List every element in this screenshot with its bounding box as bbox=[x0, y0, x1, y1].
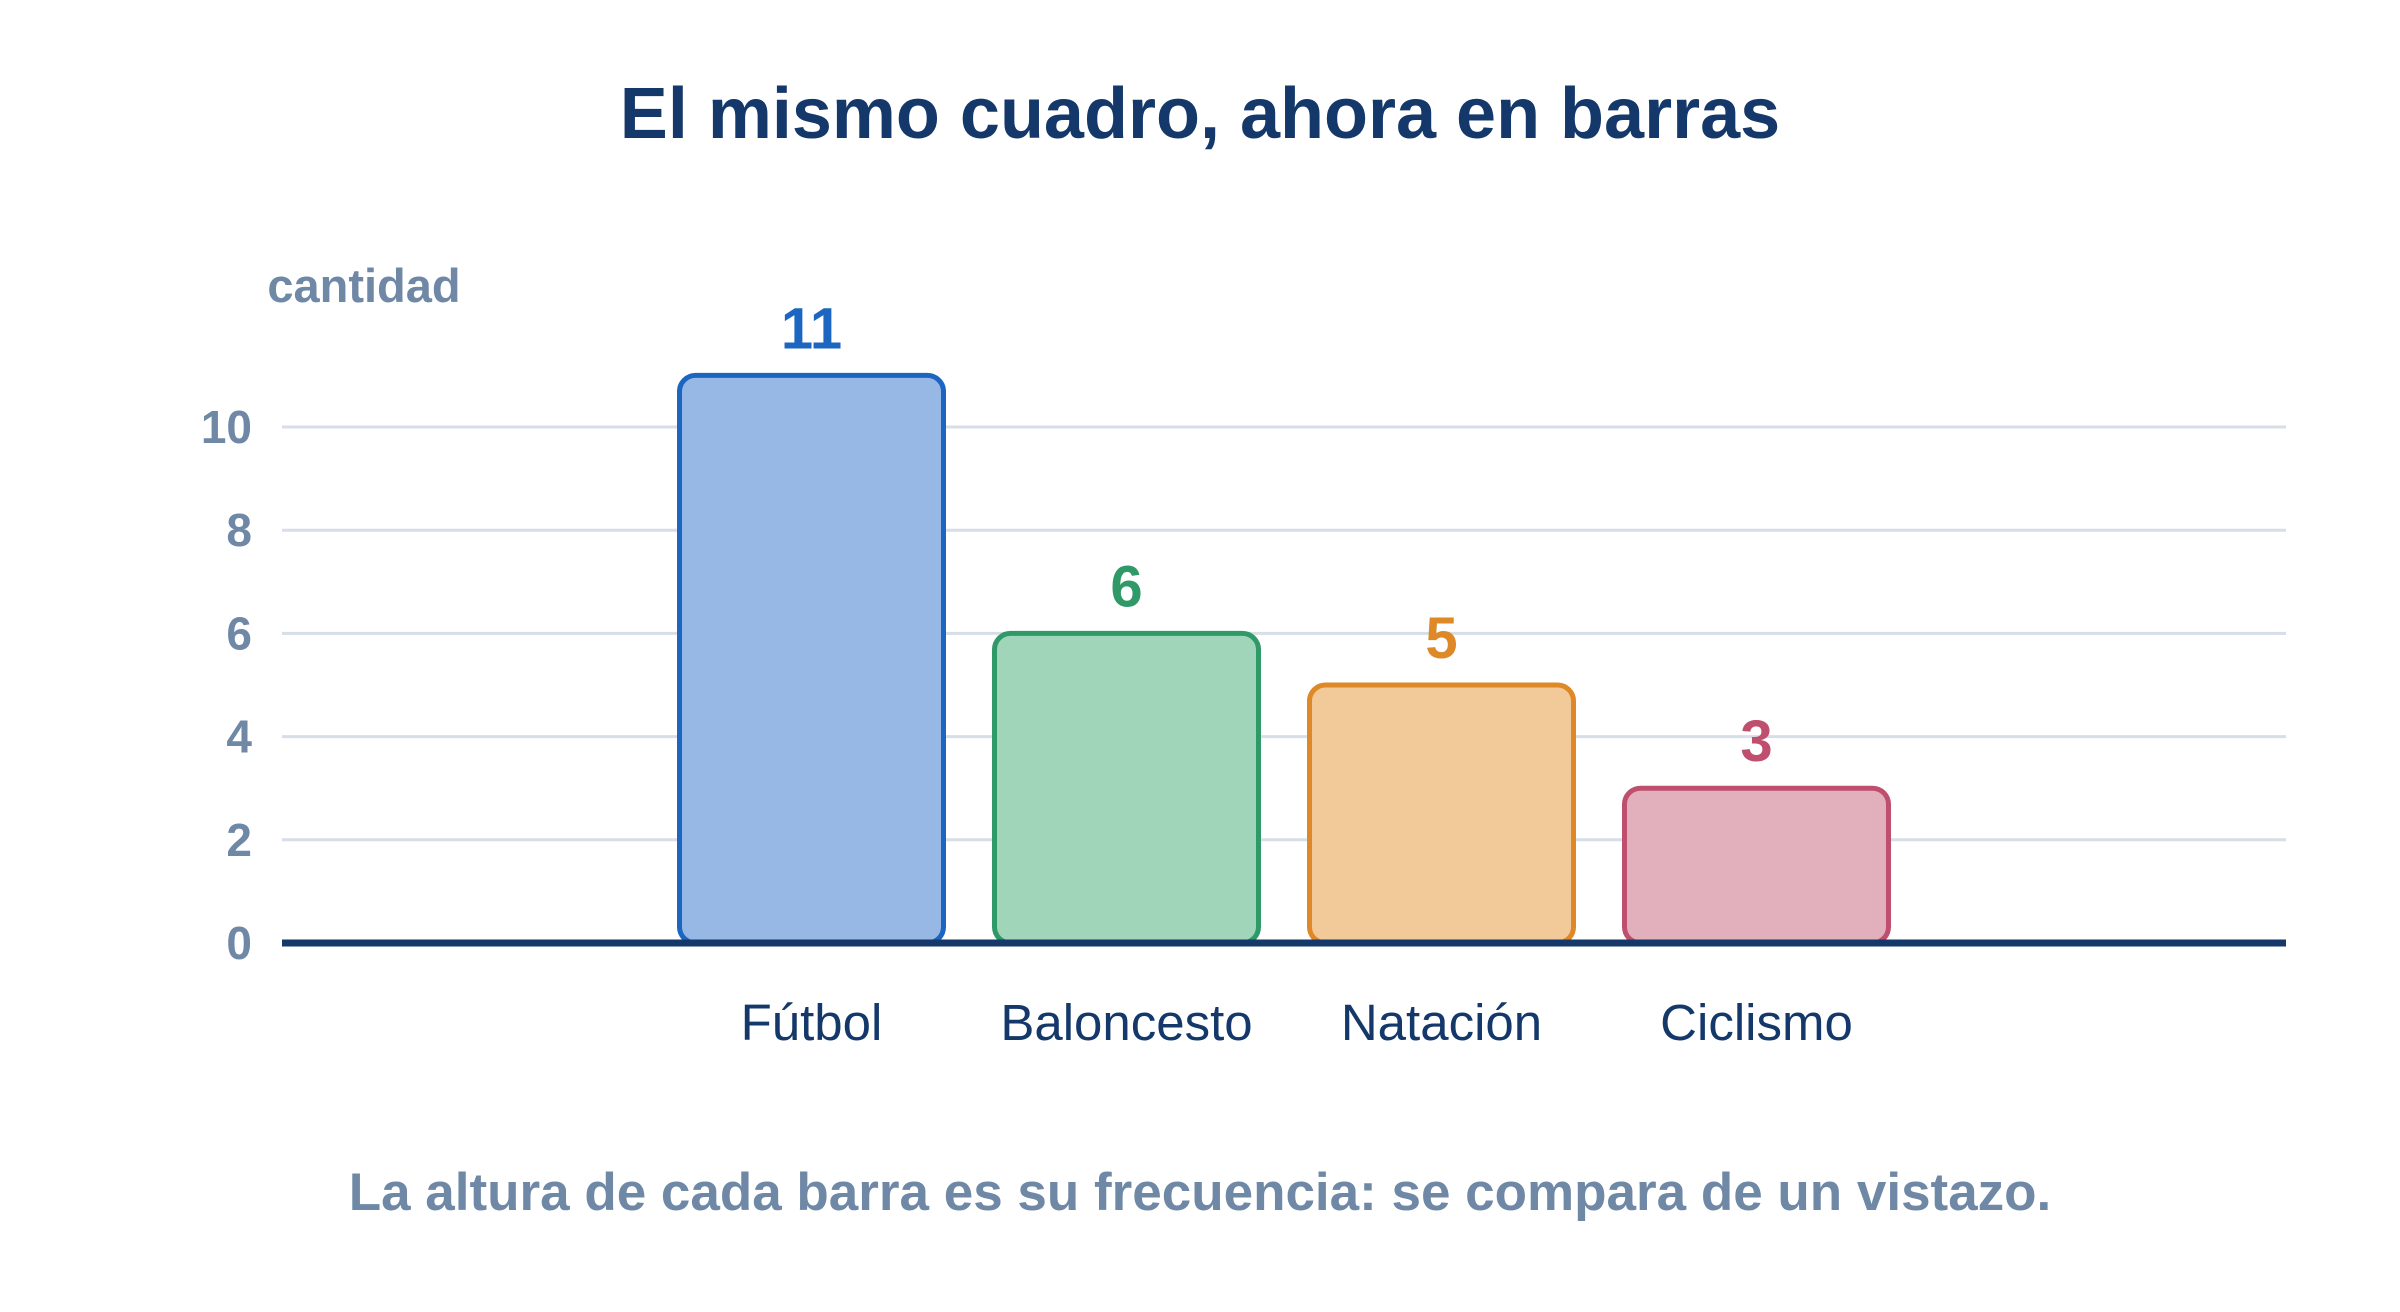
gridlines bbox=[282, 425, 2286, 842]
data-label: 6 bbox=[1110, 554, 1142, 619]
y-tick-label: 10 bbox=[201, 401, 252, 453]
data-label: 3 bbox=[1740, 709, 1772, 774]
data-label: 11 bbox=[781, 296, 842, 361]
y-tick-label: 0 bbox=[226, 917, 252, 969]
bar-natacion bbox=[1307, 682, 1576, 946]
bar-futbol bbox=[677, 372, 946, 946]
x-axis-ticks: Fútbol Baloncesto Natación Ciclismo bbox=[741, 994, 1853, 1051]
chart-caption: La altura de cada barra es su frecuencia… bbox=[349, 1163, 2052, 1222]
y-axis-ticks: 0 2 4 6 8 10 bbox=[201, 401, 253, 969]
y-tick-label: 2 bbox=[226, 814, 252, 866]
chart-title: El mismo cuadro, ahora en barras bbox=[620, 74, 1780, 154]
x-tick-label: Fútbol bbox=[741, 994, 883, 1051]
bar-baloncesto bbox=[992, 630, 1261, 946]
y-tick-label: 8 bbox=[226, 504, 252, 556]
y-axis-label: cantidad bbox=[267, 259, 460, 312]
data-labels: 11 6 5 3 bbox=[781, 296, 1773, 774]
x-tick-label: Natación bbox=[1341, 994, 1542, 1051]
y-tick-label: 4 bbox=[226, 711, 252, 763]
x-tick-label: Ciclismo bbox=[1660, 994, 1853, 1051]
y-tick-label: 6 bbox=[226, 607, 252, 659]
x-tick-label: Baloncesto bbox=[1000, 994, 1252, 1051]
bars bbox=[677, 372, 1891, 946]
bar-ciclismo bbox=[1622, 785, 1891, 946]
data-label: 5 bbox=[1425, 606, 1457, 671]
